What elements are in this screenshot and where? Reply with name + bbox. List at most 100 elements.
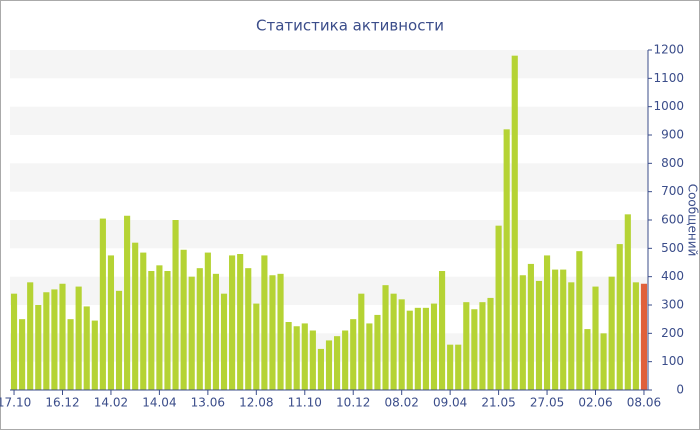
x-tick-label: 02.06	[578, 396, 612, 410]
bar	[479, 302, 486, 390]
bar	[204, 252, 211, 390]
chart-title: Статистика активности	[256, 17, 444, 35]
y-tick-label: 500	[661, 241, 684, 255]
bar	[164, 271, 171, 390]
bar	[576, 251, 583, 390]
y-tick-label: 1200	[653, 43, 684, 57]
y-tick-label: 700	[661, 184, 684, 198]
bar	[220, 293, 228, 390]
bar	[560, 269, 567, 390]
bar	[27, 282, 34, 390]
bar	[309, 330, 316, 390]
bar	[342, 330, 349, 390]
grid-band	[10, 106, 648, 135]
x-tick-label: 10.12	[336, 396, 370, 410]
bar	[237, 254, 244, 390]
bar	[487, 297, 494, 390]
y-tick-label: 200	[661, 326, 684, 340]
bar	[115, 290, 123, 390]
bar	[616, 244, 623, 390]
grid-band	[10, 50, 648, 79]
bar	[59, 283, 66, 390]
bar	[374, 314, 381, 390]
bar	[253, 303, 260, 390]
bar	[422, 307, 429, 390]
bar	[301, 323, 308, 390]
x-tick-label: 14.04	[142, 396, 176, 410]
bar	[261, 255, 268, 390]
x-tick-label: 08.06	[627, 396, 661, 410]
x-tick-label: 13.06	[191, 396, 225, 410]
bar	[140, 252, 147, 390]
bar	[471, 309, 478, 390]
bar	[285, 322, 292, 390]
bar	[124, 215, 131, 390]
bar	[83, 306, 90, 390]
y-tick-label: 600	[661, 213, 684, 227]
x-tick-label: 21.05	[481, 396, 515, 410]
grid-band	[10, 220, 648, 249]
y-tick-label: 0	[676, 383, 684, 397]
bar	[188, 276, 195, 390]
x-tick-label: 09.04	[433, 396, 467, 410]
bar	[600, 333, 607, 390]
bar	[608, 276, 615, 390]
bar	[293, 326, 300, 390]
y-tick-label: 1000	[653, 99, 684, 113]
bar	[245, 268, 252, 390]
bar	[640, 283, 648, 390]
bar	[334, 336, 341, 390]
bar	[382, 285, 389, 390]
y-tick-label: 400	[661, 269, 684, 283]
bar	[511, 55, 518, 391]
bar	[172, 220, 179, 390]
bar	[592, 286, 599, 390]
y-tick-label: 300	[661, 298, 684, 312]
bar	[277, 273, 284, 390]
bar	[132, 242, 139, 390]
bar	[568, 282, 575, 390]
bar	[35, 305, 42, 390]
bar	[624, 214, 631, 390]
bar	[390, 293, 397, 390]
bar	[51, 289, 58, 390]
x-tick-label: 17.10	[0, 396, 31, 410]
bar	[414, 307, 421, 390]
bar	[447, 344, 454, 390]
y-tick-label: 900	[661, 128, 684, 142]
bar	[325, 340, 333, 390]
bar	[430, 303, 438, 390]
bar	[212, 273, 220, 390]
bar	[196, 268, 203, 390]
grid-band	[10, 163, 648, 192]
bar	[366, 323, 373, 390]
y-tick-label: 100	[661, 354, 684, 368]
bar	[632, 282, 639, 390]
bar	[543, 255, 551, 390]
bar	[438, 271, 446, 390]
x-tick-label: 08.02	[385, 396, 419, 410]
bar	[503, 129, 510, 391]
x-tick-label: 14.02	[94, 396, 128, 410]
bar	[350, 319, 357, 390]
bar	[535, 280, 543, 390]
y-tick-label: 800	[661, 156, 684, 170]
y-axis-label: Сообщений	[686, 184, 700, 257]
bar	[180, 249, 187, 390]
bar	[455, 344, 462, 390]
bar	[75, 286, 82, 390]
x-tick-label: 27.05	[530, 396, 564, 410]
bar	[317, 348, 324, 390]
bar	[527, 263, 534, 390]
bar	[43, 292, 50, 390]
bar	[358, 293, 365, 390]
bar	[495, 225, 502, 390]
bar	[269, 275, 276, 390]
x-tick-label: 16.12	[45, 396, 79, 410]
x-tick-label: 12.08	[239, 396, 273, 410]
bar	[229, 255, 236, 390]
bar	[519, 275, 526, 390]
bar	[91, 320, 98, 390]
bar	[463, 302, 470, 390]
